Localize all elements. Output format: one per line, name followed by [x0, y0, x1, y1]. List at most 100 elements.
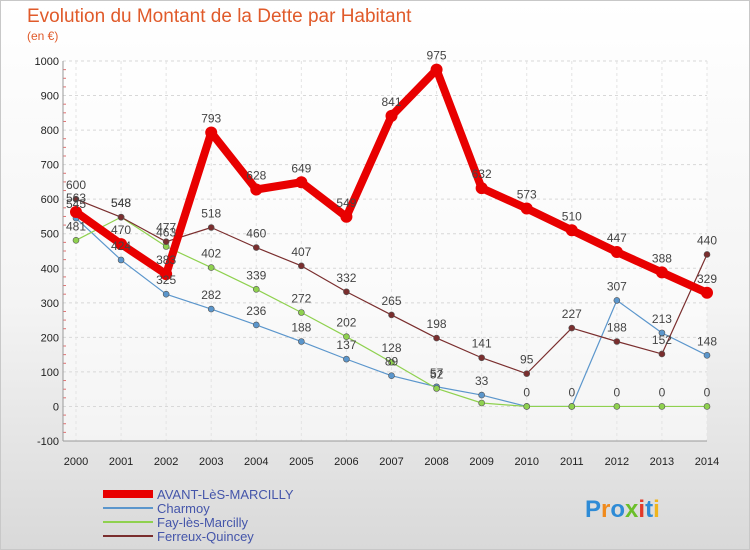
data-label: 388 — [652, 251, 672, 265]
data-label: 563 — [66, 191, 86, 205]
data-point — [298, 338, 305, 345]
data-label: 272 — [291, 291, 311, 305]
data-label: 148 — [697, 334, 717, 348]
data-label: 841 — [381, 95, 401, 109]
data-point — [343, 355, 350, 363]
data-point — [520, 202, 533, 215]
data-point — [658, 329, 666, 337]
logo-letter: o — [610, 496, 625, 523]
data-label: 95 — [520, 353, 534, 367]
data-point — [703, 251, 711, 258]
data-label: 573 — [517, 188, 537, 202]
data-label: 0 — [614, 385, 621, 399]
data-point — [568, 403, 576, 410]
data-point — [433, 334, 440, 342]
data-label: 0 — [659, 385, 666, 399]
data-label: 447 — [607, 231, 627, 245]
proxiti-logo: Proxiti — [585, 496, 660, 523]
data-point — [433, 385, 440, 392]
data-point — [655, 266, 668, 279]
logo-letter: P — [585, 496, 601, 523]
data-point — [340, 210, 353, 223]
y-tick-label: 0 — [53, 401, 59, 413]
data-label: 0 — [568, 385, 575, 399]
data-label: 307 — [607, 279, 627, 293]
x-tick-label: 2010 — [514, 456, 538, 468]
data-point — [385, 109, 398, 122]
data-point — [207, 305, 215, 313]
x-tick-label: 2003 — [199, 456, 223, 468]
y-tick-label: 400 — [41, 263, 59, 275]
x-tick-label: 2014 — [695, 456, 719, 468]
data-point — [207, 224, 215, 231]
data-point — [388, 311, 395, 319]
data-label: 213 — [652, 312, 672, 326]
y-tick-label: 600 — [41, 194, 59, 206]
data-label: 632 — [472, 167, 492, 181]
data-label: 402 — [201, 247, 221, 261]
y-tick-label: -100 — [37, 436, 59, 448]
data-label: 152 — [652, 333, 672, 347]
data-label: 282 — [201, 288, 221, 302]
data-label: 460 — [246, 227, 266, 241]
x-tick-label: 2000 — [64, 456, 88, 468]
data-point — [568, 324, 576, 332]
data-label: 0 — [523, 385, 530, 399]
data-point — [613, 403, 621, 410]
data-label: 548 — [111, 196, 131, 210]
data-label: 383 — [156, 253, 176, 267]
data-point — [117, 213, 125, 221]
data-label: 339 — [246, 268, 266, 282]
data-point — [475, 182, 488, 195]
chart-subtitle: (en €) — [27, 29, 59, 43]
data-point — [72, 195, 80, 203]
legend-label: Charmoy — [157, 501, 210, 516]
data-point — [613, 338, 621, 345]
y-tick-label: 100 — [41, 367, 59, 379]
data-point — [72, 236, 80, 244]
data-point — [252, 286, 260, 293]
x-tick-label: 2004 — [244, 456, 268, 468]
y-tick-label: 1000 — [35, 56, 59, 68]
data-point — [388, 372, 395, 380]
x-tick-label: 2012 — [605, 456, 629, 468]
data-point — [610, 246, 623, 259]
y-tick-label: 800 — [41, 125, 59, 137]
data-point — [658, 350, 666, 358]
data-point — [343, 333, 350, 340]
data-label: 89 — [385, 355, 399, 369]
data-label: 236 — [246, 304, 266, 318]
data-point — [70, 205, 82, 218]
logo-letter: t — [645, 496, 653, 523]
data-point — [162, 238, 170, 245]
data-point — [162, 290, 170, 298]
data-label: 198 — [427, 317, 447, 331]
y-tick-label: 200 — [41, 332, 59, 344]
data-point — [388, 358, 395, 366]
data-point — [298, 309, 305, 316]
logo-letter: i — [653, 496, 660, 523]
data-point — [160, 268, 173, 281]
data-point — [205, 126, 218, 139]
data-point — [523, 370, 531, 377]
data-label: 33 — [475, 374, 489, 388]
y-tick-label: 500 — [41, 229, 59, 241]
legend-label: Fay-lès-Marcilly — [157, 515, 249, 530]
data-label: 628 — [246, 169, 266, 183]
data-label: 793 — [201, 112, 221, 126]
data-label: 463 — [156, 226, 176, 240]
data-label: 424 — [111, 239, 131, 253]
data-label: 188 — [291, 321, 311, 335]
data-label: 548 — [111, 196, 131, 210]
data-label: 137 — [336, 338, 356, 352]
data-point — [117, 256, 125, 264]
data-label: 975 — [427, 49, 447, 63]
data-point — [252, 321, 260, 329]
x-tick-label: 2009 — [469, 456, 493, 468]
data-label: 600 — [66, 178, 86, 192]
data-point — [701, 286, 713, 299]
data-label: 202 — [336, 316, 356, 330]
data-label: 549 — [336, 196, 356, 210]
